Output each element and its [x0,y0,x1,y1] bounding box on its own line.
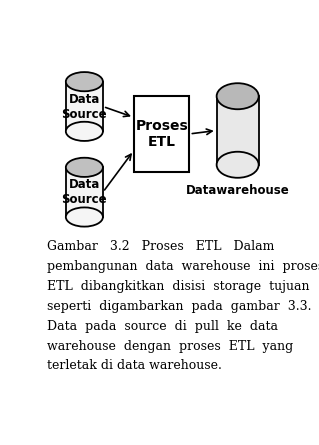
Text: Proses
ETL: Proses ETL [135,119,188,149]
Text: warehouse  dengan  proses  ETL  yang: warehouse dengan proses ETL yang [47,340,293,352]
Text: ETL  dibangkitkan  disisi  storage  tujuan: ETL dibangkitkan disisi storage tujuan [47,280,310,293]
Ellipse shape [66,207,103,227]
Bar [66,82,103,131]
Bar [134,96,189,172]
Text: terletak di data warehouse.: terletak di data warehouse. [47,360,222,372]
Ellipse shape [66,122,103,141]
Ellipse shape [217,152,259,178]
Bar [217,96,259,165]
Text: pembangunan  data  warehouse  ini  proses: pembangunan data warehouse ini proses [47,260,319,273]
Ellipse shape [66,72,103,91]
Text: Gambar   3.2   Proses   ETL   Dalam: Gambar 3.2 Proses ETL Dalam [47,240,275,253]
Text: Data
Source: Data Source [62,178,107,206]
Bar [66,167,103,217]
Text: Datawarehouse: Datawarehouse [186,184,290,197]
Text: Data
Source: Data Source [62,93,107,121]
Ellipse shape [66,158,103,177]
Text: Data  pada  source  di  pull  ke  data: Data pada source di pull ke data [47,320,278,333]
Text: seperti  digambarkan  pada  gambar  3.3.: seperti digambarkan pada gambar 3.3. [47,300,312,313]
Ellipse shape [217,83,259,109]
